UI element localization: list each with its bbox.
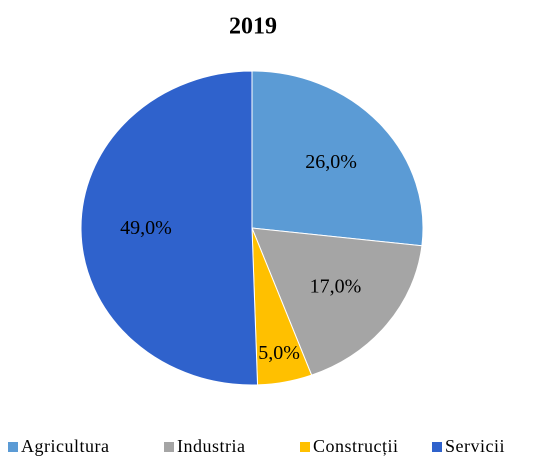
data-label: 5,0%	[258, 342, 300, 364]
pie-slice	[251, 70, 424, 247]
legend-label: Industria	[177, 436, 245, 456]
legend-label: Construcții	[313, 436, 399, 456]
chart-title: 2019	[229, 14, 277, 40]
legend-label: Servicii	[445, 436, 505, 456]
legend-swatch	[8, 442, 18, 452]
legend-swatch	[164, 442, 174, 452]
data-label: 17,0%	[310, 276, 362, 298]
pie-slice	[80, 70, 259, 386]
legend-swatch	[432, 442, 442, 452]
legend-swatch	[300, 442, 310, 452]
pie-slice	[251, 227, 423, 376]
legend-label: Agricultura	[21, 436, 109, 456]
data-label: 26,0%	[305, 151, 357, 173]
data-label: 49,0%	[120, 217, 172, 239]
